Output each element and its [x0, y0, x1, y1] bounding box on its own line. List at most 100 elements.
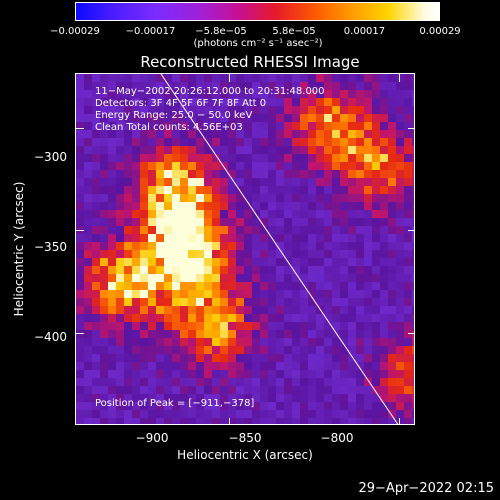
heatmap-cell — [340, 226, 348, 234]
heatmap-cell — [372, 418, 380, 424]
heatmap-cell — [332, 74, 340, 82]
heatmap-cell — [76, 298, 84, 306]
heatmap-cell — [404, 226, 412, 234]
heatmap-cell — [244, 274, 252, 282]
heatmap-cell — [396, 130, 404, 138]
heatmap-cell — [324, 338, 332, 346]
heatmap-cell — [364, 266, 372, 274]
heatmap-cell — [188, 154, 196, 162]
heatmap-cell — [140, 210, 148, 218]
heatmap-cell — [340, 378, 348, 386]
heatmap-cell — [316, 370, 324, 378]
heatmap-cell — [180, 234, 188, 242]
heatmap-cell — [412, 386, 414, 394]
heatmap-cell — [236, 90, 244, 98]
heatmap-cell — [276, 266, 284, 274]
heatmap-cell — [284, 410, 292, 418]
heatmap-cell — [148, 410, 156, 418]
heatmap-cell — [148, 106, 156, 114]
heatmap-cell — [404, 242, 412, 250]
heatmap-cell — [364, 202, 372, 210]
heatmap-cell — [100, 250, 108, 258]
heatmap-cell — [292, 338, 300, 346]
heatmap-cell — [388, 146, 396, 154]
heatmap-cell — [388, 386, 396, 394]
heatmap-cell — [260, 354, 268, 362]
heatmap-cell — [100, 202, 108, 210]
heatmap-cell — [228, 322, 236, 330]
heatmap-cell — [380, 178, 388, 186]
heatmap-cell — [84, 82, 92, 90]
heatmap-cell — [260, 402, 268, 410]
heatmap-cell — [132, 138, 140, 146]
heatmap-cell — [300, 74, 308, 82]
heatmap-cell — [212, 250, 220, 258]
heatmap-cell — [212, 314, 220, 322]
heatmap-cell — [244, 314, 252, 322]
heatmap-cell — [260, 186, 268, 194]
heatmap-cell — [300, 210, 308, 218]
heatmap-cell — [124, 354, 132, 362]
heatmap-cell — [396, 210, 404, 218]
heatmap-cell — [100, 226, 108, 234]
heatmap-cell — [380, 418, 388, 424]
heatmap-cell — [244, 162, 252, 170]
heatmap-cell — [140, 82, 148, 90]
heatmap-cell — [76, 226, 84, 234]
heatmap-cell — [412, 242, 414, 250]
heatmap-cell — [108, 370, 116, 378]
heatmap-cell — [76, 378, 84, 386]
heatmap-cell — [180, 362, 188, 370]
heatmap-cell — [172, 162, 180, 170]
heatmap-cell — [412, 178, 414, 186]
heatmap-cell — [84, 90, 92, 98]
heatmap-cell — [84, 338, 92, 346]
heatmap-cell — [204, 362, 212, 370]
heatmap-cell — [252, 226, 260, 234]
heatmap-cell — [284, 314, 292, 322]
heatmap-cell — [220, 122, 228, 130]
heatmap-cell — [268, 170, 276, 178]
heatmap-cell — [356, 114, 364, 122]
colorbar-tick-label: 0.00017 — [343, 26, 386, 37]
heatmap-cell — [300, 362, 308, 370]
heatmap-cell — [244, 402, 252, 410]
heatmap-cell — [364, 282, 372, 290]
axis-tick-mark — [408, 127, 414, 129]
heatmap-cell — [124, 82, 132, 90]
heatmap-cell — [300, 154, 308, 162]
heatmap-cell — [180, 202, 188, 210]
heatmap-cell — [132, 250, 140, 258]
heatmap-cell — [196, 98, 204, 106]
heatmap-cell — [220, 98, 228, 106]
heatmap-cell — [364, 82, 372, 90]
heatmap-cell — [188, 338, 196, 346]
heatmap-cell — [164, 130, 172, 138]
heatmap-cell — [220, 330, 228, 338]
heatmap-cell — [396, 226, 404, 234]
heatmap-cell — [92, 402, 100, 410]
heatmap-cell — [212, 114, 220, 122]
heatmap-cell — [252, 386, 260, 394]
heatmap-cell — [196, 322, 204, 330]
heatmap-cell — [156, 106, 164, 114]
heatmap-cell — [148, 362, 156, 370]
heatmap-cell — [92, 146, 100, 154]
heatmap-cell — [180, 178, 188, 186]
heatmap-cell — [124, 418, 132, 424]
heatmap-cell — [372, 74, 380, 82]
heatmap-cell — [348, 186, 356, 194]
heatmap-cell — [164, 410, 172, 418]
heatmap-cell — [164, 274, 172, 282]
heatmap-cell — [100, 266, 108, 274]
heatmap-cell — [180, 266, 188, 274]
heatmap-cell — [140, 74, 148, 82]
heatmap-cell — [228, 130, 236, 138]
colorbar-tick-label: 0.00029 — [419, 26, 461, 37]
heatmap-cell — [340, 394, 348, 402]
heatmap-cell — [92, 90, 100, 98]
heatmap-cell — [316, 98, 324, 106]
heatmap-cell — [204, 202, 212, 210]
heatmap-cell — [100, 386, 108, 394]
heatmap-cell — [300, 250, 308, 258]
